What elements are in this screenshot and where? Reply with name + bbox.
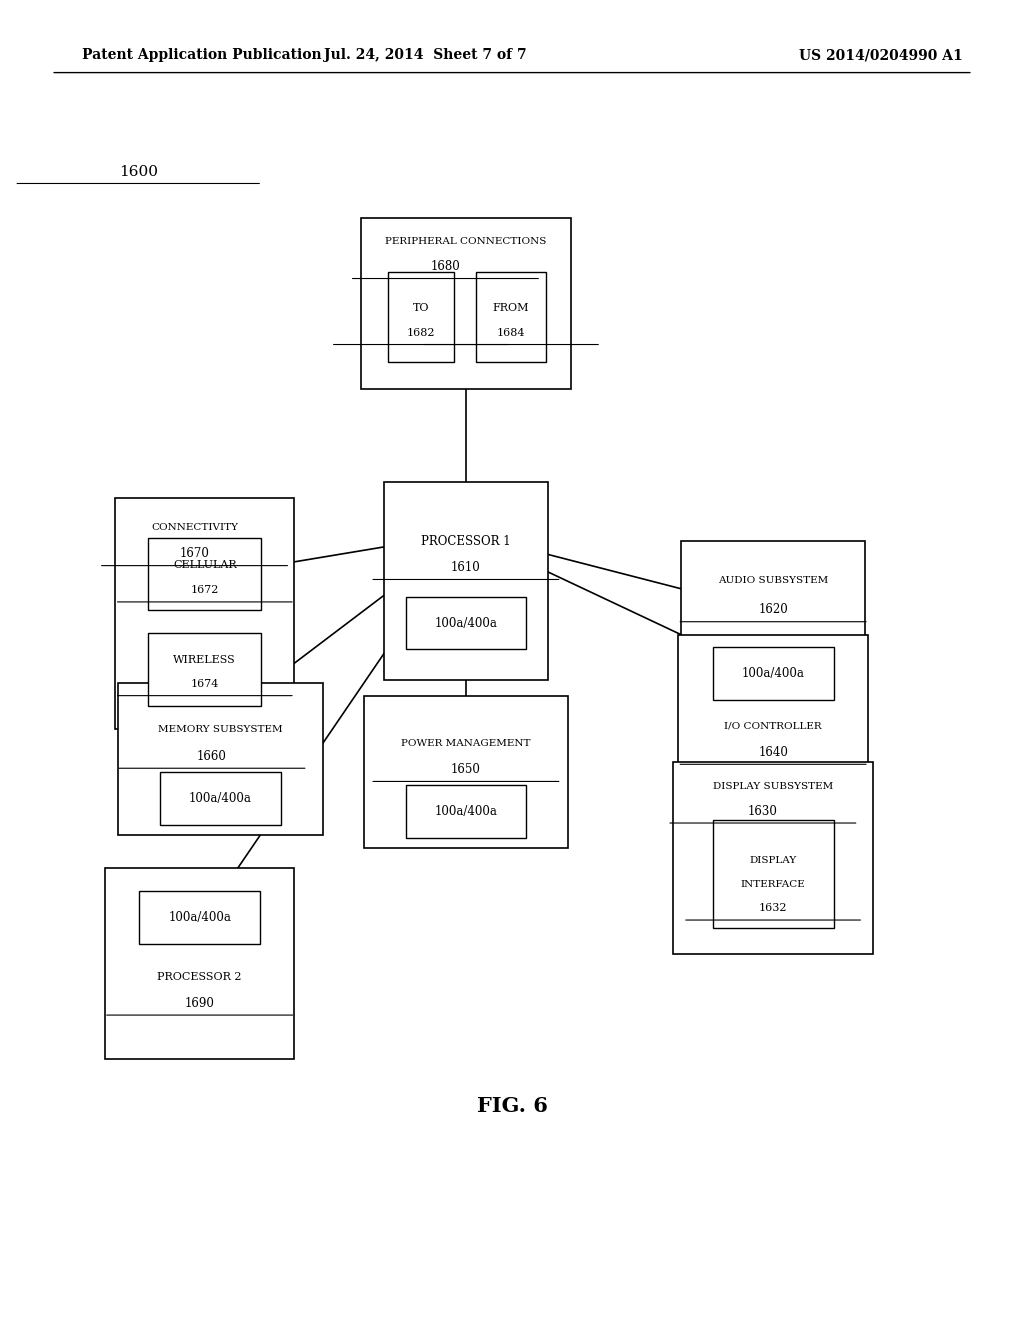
Text: 1682: 1682 (407, 327, 435, 338)
Text: 100a/400a: 100a/400a (741, 667, 805, 680)
Text: 1640: 1640 (758, 746, 788, 759)
Bar (116, 498, 295, 729)
Text: INTERFACE: INTERFACE (740, 880, 806, 888)
Text: 100a/400a: 100a/400a (434, 616, 498, 630)
Text: AUDIO SUBSYSTEM: AUDIO SUBSYSTEM (718, 577, 828, 585)
Text: 100a/400a: 100a/400a (434, 805, 498, 818)
Text: POWER MANAGEMENT: POWER MANAGEMENT (401, 739, 530, 747)
Text: 1672: 1672 (190, 585, 219, 595)
Text: 1600: 1600 (119, 165, 158, 178)
Bar (118, 684, 323, 836)
Bar (476, 272, 546, 362)
Text: Patent Application Publication: Patent Application Publication (82, 49, 322, 62)
Text: 1620: 1620 (758, 603, 788, 616)
Text: TO: TO (413, 302, 429, 313)
Text: 100a/400a: 100a/400a (168, 911, 231, 924)
Bar (713, 820, 834, 928)
Text: Jul. 24, 2014  Sheet 7 of 7: Jul. 24, 2014 Sheet 7 of 7 (324, 49, 526, 62)
Bar (678, 635, 867, 791)
Text: DISPLAY SUBSYSTEM: DISPLAY SUBSYSTEM (713, 781, 834, 791)
Text: 1670: 1670 (179, 548, 210, 560)
Text: 1610: 1610 (451, 561, 481, 574)
Text: 1690: 1690 (184, 997, 215, 1010)
Text: FIG. 6: FIG. 6 (476, 1096, 548, 1117)
Text: 1680: 1680 (430, 260, 461, 273)
Bar (713, 647, 834, 700)
Bar (361, 218, 571, 389)
Text: 100a/400a: 100a/400a (188, 792, 252, 805)
Text: DISPLAY: DISPLAY (750, 857, 797, 865)
Text: PROCESSOR 1: PROCESSOR 1 (421, 535, 511, 548)
Text: 1650: 1650 (451, 763, 481, 776)
Bar (406, 597, 526, 649)
Text: FROM: FROM (493, 302, 529, 313)
Text: CELLULAR: CELLULAR (173, 560, 237, 570)
Bar (139, 891, 260, 944)
Bar (160, 772, 281, 825)
Text: PERIPHERAL CONNECTIONS: PERIPHERAL CONNECTIONS (385, 238, 547, 246)
Bar (384, 482, 548, 680)
Text: I/O CONTROLLER: I/O CONTROLLER (724, 722, 822, 730)
Bar (406, 785, 526, 838)
Text: PROCESSOR 2: PROCESSOR 2 (158, 972, 242, 982)
Text: WIRELESS: WIRELESS (173, 655, 237, 665)
Bar (674, 762, 872, 953)
Text: MEMORY SUBSYSTEM: MEMORY SUBSYSTEM (158, 726, 283, 734)
Bar (148, 537, 261, 610)
Text: 1684: 1684 (497, 327, 525, 338)
Bar (148, 632, 261, 705)
Bar (364, 697, 568, 849)
Bar (105, 869, 295, 1059)
Text: 1674: 1674 (190, 678, 219, 689)
Text: US 2014/0204990 A1: US 2014/0204990 A1 (799, 49, 963, 62)
Text: CONNECTIVITY: CONNECTIVITY (152, 523, 238, 532)
Text: 1660: 1660 (197, 750, 227, 763)
Text: 1630: 1630 (748, 805, 778, 817)
Text: 1632: 1632 (759, 903, 787, 913)
Bar (681, 541, 865, 660)
Bar (388, 272, 455, 362)
